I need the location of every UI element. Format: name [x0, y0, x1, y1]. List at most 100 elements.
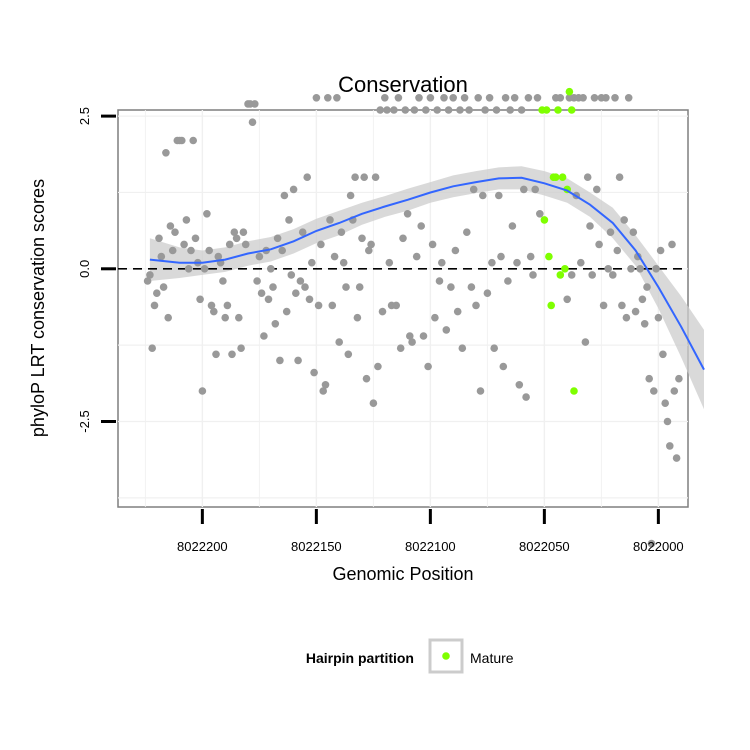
- data-point: [171, 228, 179, 236]
- data-point: [180, 240, 188, 249]
- data-point: [159, 283, 168, 291]
- data-point: [638, 295, 647, 304]
- data-point: [536, 210, 544, 218]
- data-point: [501, 94, 510, 102]
- data-point: [276, 356, 284, 365]
- data-point: [520, 185, 528, 194]
- smooth-fit-line: [149, 176, 705, 371]
- data-point: [472, 301, 480, 310]
- data-point: [636, 265, 644, 273]
- data-point: [406, 332, 414, 340]
- data-point: [219, 277, 227, 285]
- data-point: [303, 173, 312, 181]
- data-point: [613, 246, 622, 255]
- data-point: [314, 301, 323, 310]
- data-point: [577, 258, 585, 267]
- mature-point: [547, 301, 555, 310]
- data-point: [200, 265, 209, 273]
- data-point: [451, 246, 460, 255]
- data-point: [168, 246, 177, 255]
- data-point: [654, 313, 663, 322]
- data-point: [324, 94, 332, 102]
- data-point: [675, 374, 683, 383]
- data-point: [661, 399, 669, 408]
- data-point: [376, 106, 385, 114]
- data-point: [668, 240, 676, 249]
- data-point: [488, 258, 496, 267]
- mature-point: [561, 265, 569, 273]
- data-point: [447, 283, 455, 291]
- data-point: [310, 368, 318, 377]
- data-point: [417, 222, 426, 230]
- data-point: [495, 191, 503, 200]
- data-point: [321, 381, 330, 389]
- x-tick-label: 8022150: [291, 539, 342, 554]
- data-point: [492, 106, 501, 114]
- data-point: [622, 313, 631, 322]
- x-tick-label: 8022000: [633, 539, 684, 554]
- data-point: [253, 277, 261, 285]
- data-point: [292, 289, 300, 298]
- data-point: [410, 106, 419, 114]
- data-point: [228, 350, 236, 359]
- data-point: [166, 222, 175, 230]
- data-point: [178, 136, 186, 145]
- data-point: [164, 313, 172, 322]
- data-point: [481, 106, 489, 114]
- data-point: [301, 283, 309, 291]
- data-point: [606, 228, 615, 236]
- data-point: [308, 258, 316, 267]
- data-point: [355, 283, 364, 291]
- data-point: [435, 277, 444, 285]
- data-point: [344, 350, 353, 359]
- data-point: [529, 271, 537, 279]
- data-point: [624, 94, 633, 102]
- data-point: [221, 313, 229, 322]
- chart-title: Conservation: [338, 72, 468, 97]
- mature-point: [542, 106, 551, 114]
- data-point: [296, 277, 305, 285]
- data-point: [611, 94, 619, 102]
- data-point: [401, 106, 410, 114]
- data-point: [330, 252, 339, 261]
- mature-point: [565, 87, 574, 96]
- mature-point: [567, 106, 576, 114]
- data-point: [342, 283, 350, 291]
- data-point: [440, 94, 448, 102]
- data-point: [269, 283, 277, 291]
- data-point: [187, 246, 195, 255]
- data-point: [305, 295, 314, 304]
- data-point: [239, 228, 248, 236]
- data-point: [189, 136, 197, 145]
- data-point: [214, 252, 223, 261]
- data-point: [260, 332, 268, 340]
- y-tick-label: 0.0: [77, 260, 92, 278]
- data-point: [453, 307, 462, 316]
- legend-key-mature: [442, 652, 450, 660]
- data-point: [150, 301, 159, 310]
- data-point: [280, 191, 289, 200]
- data-point: [479, 191, 487, 200]
- data-point: [615, 173, 624, 181]
- data-point: [659, 350, 667, 359]
- mature-point: [545, 252, 553, 261]
- data-point: [524, 94, 533, 102]
- data-point: [392, 301, 401, 310]
- data-point: [289, 185, 298, 194]
- data-point: [620, 216, 628, 224]
- data-point: [210, 307, 218, 316]
- data-point: [367, 240, 375, 249]
- data-point: [433, 106, 442, 114]
- y-axis: -2.5 0.0 2.5: [77, 107, 116, 433]
- data-point: [390, 106, 398, 114]
- data-point: [640, 320, 649, 328]
- data-point: [287, 271, 296, 279]
- plot-area: [117, 87, 705, 548]
- data-point: [155, 234, 163, 243]
- x-tick-label: 8022100: [405, 539, 456, 554]
- data-point: [235, 313, 243, 322]
- data-point: [590, 94, 599, 102]
- data-point: [408, 338, 416, 346]
- data-point: [257, 289, 266, 298]
- data-point: [449, 94, 458, 102]
